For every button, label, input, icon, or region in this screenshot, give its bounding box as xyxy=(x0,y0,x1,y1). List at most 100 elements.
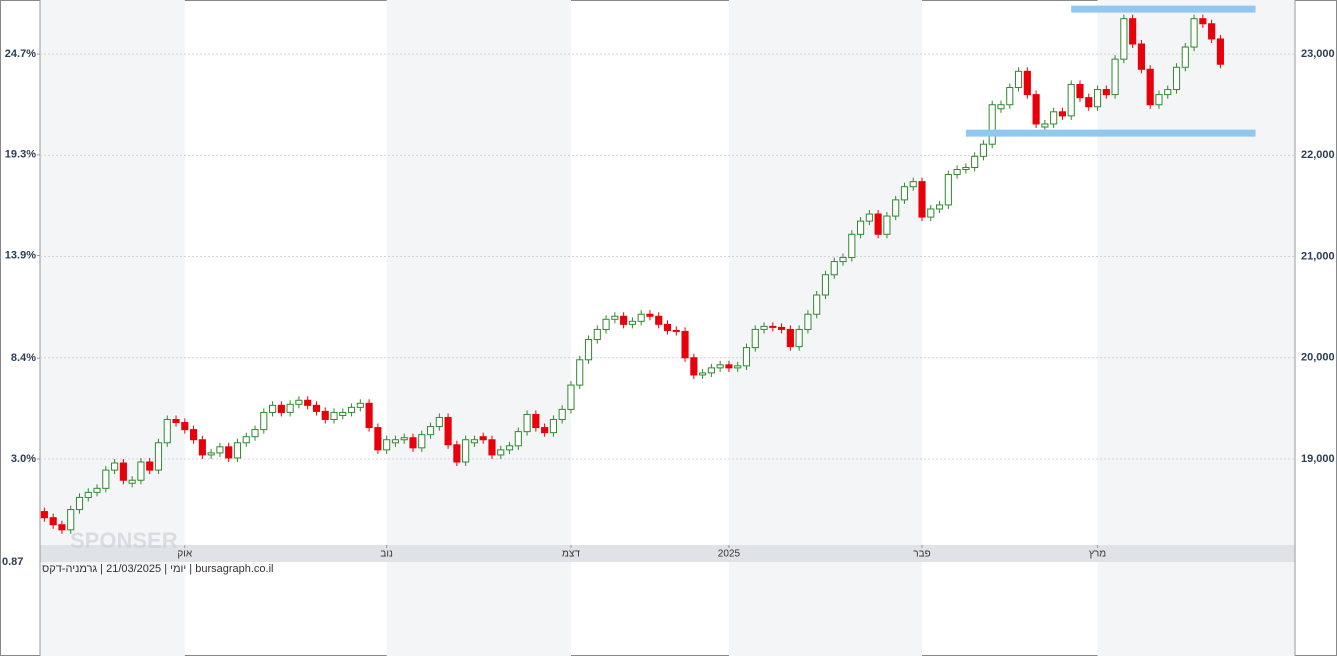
candle-body xyxy=(707,367,715,374)
candle-body xyxy=(435,416,443,428)
candle-body xyxy=(1155,94,1163,106)
candle-body xyxy=(40,511,48,519)
x-axis-band xyxy=(40,545,1295,562)
candle-body xyxy=(1146,68,1154,106)
candle-body xyxy=(260,411,268,431)
candle-body xyxy=(304,399,312,406)
candle-body xyxy=(1181,46,1189,68)
corner-label: 0.87 xyxy=(2,556,23,568)
candle-body xyxy=(444,416,452,446)
candle-body xyxy=(277,404,285,413)
candle-body xyxy=(1120,18,1128,60)
candle-body xyxy=(102,469,110,489)
candle-body xyxy=(690,357,698,376)
candle-body xyxy=(295,399,303,405)
candle-body xyxy=(549,418,557,434)
candle-body xyxy=(181,422,189,431)
candle-body xyxy=(49,517,57,526)
candle-body xyxy=(163,418,171,444)
candle-body xyxy=(786,328,794,348)
candle-body xyxy=(146,461,154,471)
candle-body xyxy=(795,328,803,348)
y-tick-label: 19,000 xyxy=(1301,453,1335,465)
plot: אוק נוב דצמ 2025 פבר מרץ 19,000 20,000 21,000 22,… xyxy=(5,5,1335,560)
candle-body xyxy=(962,166,970,171)
candle-body xyxy=(1208,23,1216,40)
candle-body xyxy=(216,446,224,454)
candle-body xyxy=(233,442,242,459)
candle-body xyxy=(909,181,917,188)
candle-body xyxy=(1085,97,1093,108)
candle-body xyxy=(1014,70,1023,89)
candle-body xyxy=(725,364,733,369)
candle-body xyxy=(488,439,496,456)
candle-body xyxy=(751,328,759,349)
candle-body xyxy=(655,315,663,325)
y2-tick-label: 24.7% xyxy=(5,48,36,60)
candle-body xyxy=(857,220,865,235)
candle-body xyxy=(1041,123,1049,128)
candle-body xyxy=(848,233,856,259)
x-tick-label: פבר xyxy=(913,549,930,560)
candle-body xyxy=(321,410,329,420)
candle-body xyxy=(514,431,522,447)
y-tick-label: 21,000 xyxy=(1301,250,1335,262)
x-tick-label: 2025 xyxy=(718,549,741,560)
candle-body xyxy=(58,524,66,531)
candle-body xyxy=(383,439,391,451)
candle-body xyxy=(742,347,751,367)
y2-tick-label: 13.9% xyxy=(5,249,36,261)
candle-body xyxy=(620,315,628,325)
candle-body xyxy=(830,261,838,276)
candle-body xyxy=(1129,18,1137,45)
candle-body xyxy=(734,365,742,369)
candle-body xyxy=(462,439,470,463)
candle-body xyxy=(1137,43,1145,70)
candle-body xyxy=(813,294,821,315)
candle-body xyxy=(979,143,988,157)
candle-body xyxy=(1006,87,1014,106)
candle-body xyxy=(821,274,830,296)
y-tick-label: 20,000 xyxy=(1301,352,1335,364)
y-tick-label: 23,000 xyxy=(1301,48,1335,60)
candle-body xyxy=(356,402,364,408)
candle-body xyxy=(75,496,84,511)
candle-body xyxy=(865,213,873,222)
candle-body xyxy=(760,325,768,330)
candle-body xyxy=(479,436,487,441)
candle-body xyxy=(953,169,961,176)
candle-body xyxy=(67,509,75,531)
candle-body xyxy=(637,313,645,322)
candle-body xyxy=(646,313,654,317)
candle-body xyxy=(663,323,672,331)
candle-body xyxy=(1067,83,1075,117)
caption: יומי | 21/03/2025 | גרמניה-דקס | bursagr… xyxy=(42,563,274,575)
candle-body xyxy=(111,462,119,471)
candle-body xyxy=(628,320,636,325)
y2-tick-label: 8.4% xyxy=(11,352,36,364)
candle-body xyxy=(339,411,347,416)
y2-tick-label: 19.3% xyxy=(5,149,36,161)
watermark: SPONSER xyxy=(70,528,178,553)
candle-body xyxy=(1216,38,1224,65)
candle-body xyxy=(347,406,356,413)
candle-body xyxy=(927,208,935,218)
candle-body xyxy=(804,313,812,330)
candle-body xyxy=(892,199,900,217)
y-tick-label: 22,000 xyxy=(1301,149,1335,161)
x-tick-label: אוק xyxy=(177,549,192,560)
candle-body xyxy=(172,418,180,424)
candle-body xyxy=(716,364,724,369)
candle-body xyxy=(119,462,127,481)
candle-body xyxy=(681,330,689,359)
candle-body xyxy=(93,487,101,493)
x-tick-label: נוב xyxy=(380,549,393,560)
candle-body xyxy=(988,104,996,145)
candle-body xyxy=(672,329,680,332)
candle-body xyxy=(944,174,952,206)
candle-body xyxy=(1102,89,1110,96)
candle-body xyxy=(128,479,136,484)
candle-body xyxy=(935,204,944,210)
candle-body xyxy=(400,437,408,441)
